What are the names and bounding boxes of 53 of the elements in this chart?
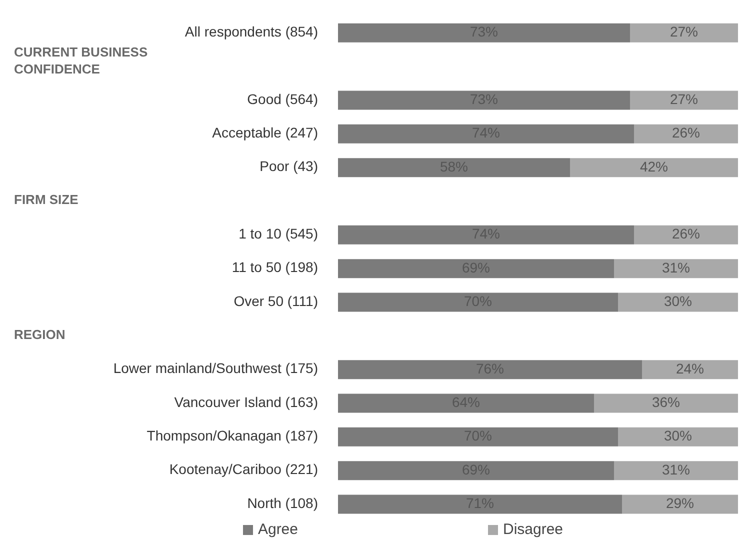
bar bbox=[594, 394, 738, 413]
bar bbox=[338, 124, 634, 144]
data-label: 29% bbox=[666, 494, 694, 511]
data-label: 36% bbox=[652, 394, 680, 410]
data-label: 24% bbox=[676, 360, 704, 376]
data-label: 26% bbox=[672, 124, 700, 141]
bar bbox=[622, 494, 738, 514]
bar bbox=[642, 360, 738, 380]
bar bbox=[338, 23, 630, 42]
y-tick-label: Acceptable (247) bbox=[212, 124, 318, 141]
y-tick-label: Over 50 (111) bbox=[234, 292, 318, 309]
data-label: 30% bbox=[664, 428, 692, 444]
y-tick-label: Lower mainland/Southwest (175) bbox=[113, 360, 318, 376]
legend-label: Agree bbox=[256, 521, 298, 538]
y-tick-label: 11 to 50 (198) bbox=[232, 259, 318, 276]
y-tick-label: 1 to 10 (545) bbox=[238, 226, 318, 242]
y-tick-label: Thompson/Okanagan (187) bbox=[146, 428, 318, 444]
bar bbox=[634, 124, 738, 144]
bar bbox=[634, 225, 738, 244]
data-label: 42% bbox=[640, 158, 668, 174]
bar bbox=[338, 360, 642, 380]
data-label: 31% bbox=[662, 259, 690, 276]
bar bbox=[338, 394, 594, 413]
data-label: 26% bbox=[672, 226, 700, 242]
data-label: 31% bbox=[662, 461, 690, 478]
section-heading: FIRM SIZE bbox=[14, 192, 78, 208]
bar bbox=[338, 259, 614, 278]
bar bbox=[338, 225, 634, 244]
y-tick-label: Poor (43) bbox=[260, 158, 318, 174]
bar bbox=[630, 90, 738, 110]
bar bbox=[338, 427, 618, 446]
bar bbox=[338, 461, 614, 480]
y-tick-label: Good (564) bbox=[247, 90, 318, 107]
bar bbox=[338, 158, 570, 178]
section-heading: CURRENT BUSINESS CONFIDENCE bbox=[14, 44, 148, 77]
legend-label: Disagree bbox=[502, 521, 564, 538]
data-label: 27% bbox=[670, 24, 698, 40]
y-tick-label: Vancouver Island (163) bbox=[174, 394, 318, 410]
data-label: 30% bbox=[664, 292, 692, 309]
y-tick-label: All respondents (854) bbox=[184, 24, 318, 40]
y-tick-label: North (108) bbox=[247, 494, 318, 511]
bar bbox=[630, 23, 738, 42]
section-heading: REGION bbox=[14, 327, 66, 342]
bar bbox=[614, 461, 738, 480]
bar bbox=[618, 292, 738, 312]
bar bbox=[338, 494, 622, 514]
bar bbox=[338, 292, 618, 312]
bar bbox=[618, 427, 738, 446]
bar bbox=[614, 259, 738, 278]
bar bbox=[338, 90, 630, 110]
data-label: 27% bbox=[670, 90, 698, 107]
y-tick-label: Kootenay/Cariboo (221) bbox=[169, 461, 318, 478]
bar bbox=[570, 158, 738, 178]
